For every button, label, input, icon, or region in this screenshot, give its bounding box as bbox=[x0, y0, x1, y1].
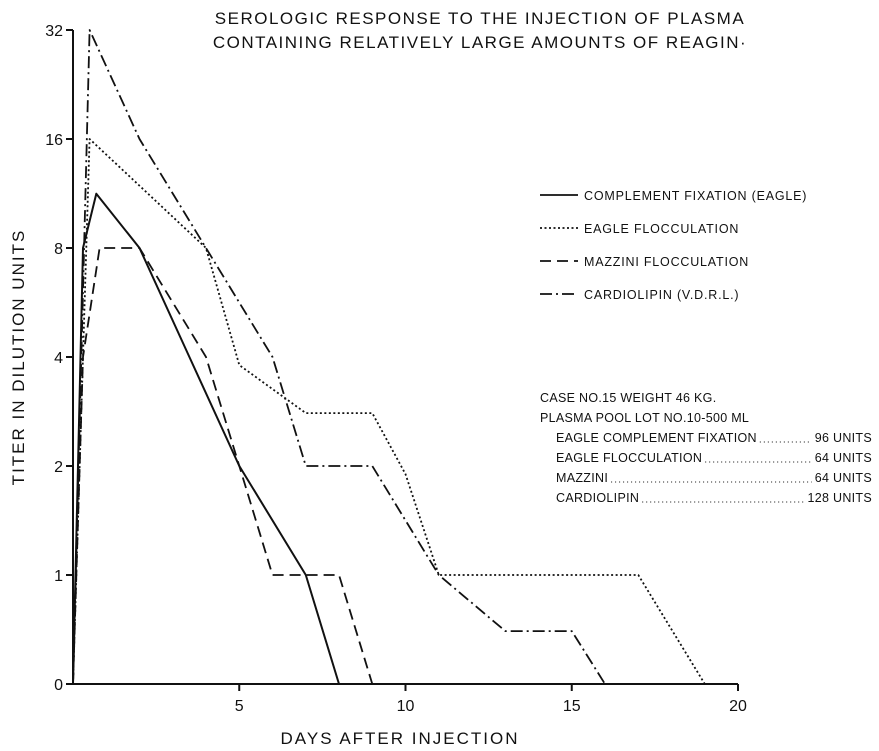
legend: COMPLEMENT FIXATION (EAGLE) EAGLE FLOCCUL… bbox=[540, 189, 807, 302]
x-tick-label: 15 bbox=[563, 698, 581, 715]
case-annotation: CASE NO.15 WEIGHT 46 KG. PLASMA POOL LOT … bbox=[540, 391, 872, 505]
y-axis-label: TITER IN DILUTION UNITS bbox=[9, 229, 28, 486]
dose-label: EAGLE COMPLEMENT FIXATION bbox=[556, 431, 757, 445]
x-tick-label: 5 bbox=[235, 698, 244, 715]
y-tick-label: 2 bbox=[54, 459, 63, 476]
y-ticks: 0 1 2 4 8 16 32 bbox=[45, 23, 73, 694]
y-tick-label: 0 bbox=[54, 677, 63, 694]
series-line-solid bbox=[72, 192, 340, 685]
series-line-dashdot bbox=[72, 29, 606, 685]
chart-title-line-2: CONTAINING RELATIVELY LARGE AMOUNTS OF R… bbox=[213, 33, 747, 52]
chart-title-line-1: SEROLOGIC RESPONSE TO THE INJECTION OF P… bbox=[215, 9, 745, 28]
dose-label: MAZZINI bbox=[556, 471, 608, 485]
annotation-line: PLASMA POOL LOT NO.10-500 ML bbox=[540, 411, 749, 425]
annotation-line: CASE NO.15 WEIGHT 46 KG. bbox=[540, 391, 716, 405]
x-ticks: 5 10 15 20 bbox=[235, 684, 747, 715]
dose-label: EAGLE FLOCCULATION bbox=[556, 451, 702, 465]
series-line-dashed bbox=[72, 247, 374, 685]
y-tick-label: 4 bbox=[54, 350, 63, 367]
y-tick-label: 1 bbox=[54, 568, 63, 585]
dose-value: 64 UNITS bbox=[815, 451, 872, 465]
legend-label: MAZZINI FLOCCULATION bbox=[584, 255, 749, 269]
chart-title: SEROLOGIC RESPONSE TO THE INJECTION OF P… bbox=[213, 9, 747, 52]
dose-value: 96 UNITS bbox=[815, 431, 872, 445]
y-tick-label: 16 bbox=[45, 132, 63, 149]
legend-label: CARDIOLIPIN (V.D.R.L.) bbox=[584, 288, 739, 302]
y-tick-label: 8 bbox=[54, 241, 63, 258]
axes bbox=[72, 30, 738, 685]
x-tick-label: 20 bbox=[729, 698, 747, 715]
x-axis-label: DAYS AFTER INJECTION bbox=[281, 729, 520, 748]
dose-label: CARDIOLIPIN bbox=[556, 491, 639, 505]
series-lines bbox=[72, 29, 706, 685]
dose-value: 128 UNITS bbox=[807, 491, 872, 505]
x-tick-label: 10 bbox=[397, 698, 415, 715]
y-tick-label: 32 bbox=[45, 23, 63, 40]
legend-label: COMPLEMENT FIXATION (EAGLE) bbox=[584, 189, 807, 203]
dose-value: 64 UNITS bbox=[815, 471, 872, 485]
series-line-dotted bbox=[72, 138, 706, 685]
legend-label: EAGLE FLOCCULATION bbox=[584, 222, 739, 236]
